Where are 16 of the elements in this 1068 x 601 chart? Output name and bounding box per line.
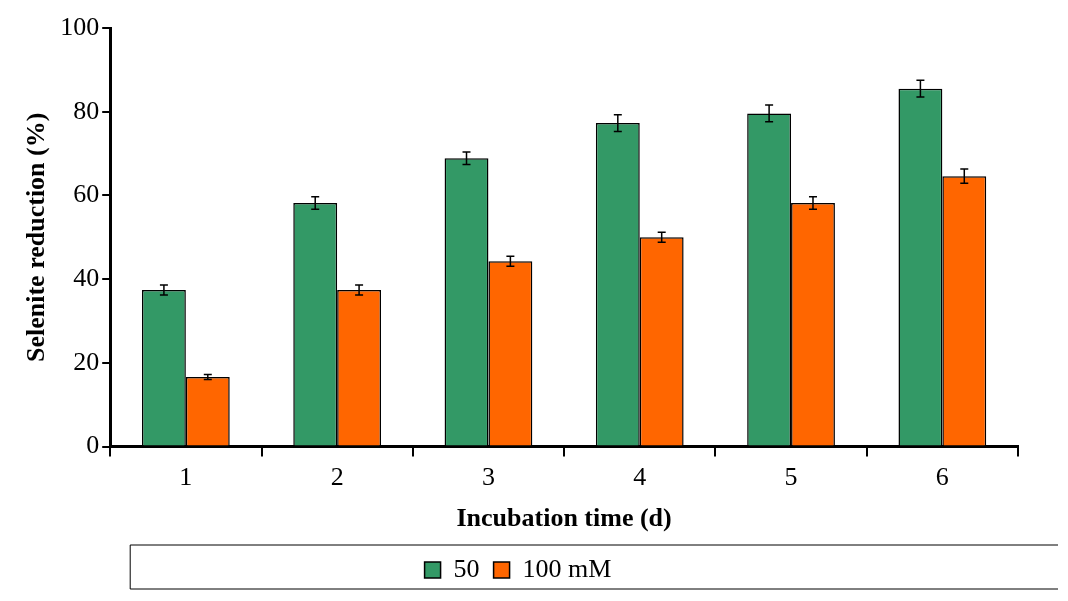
x-tick-label: 4 [633, 462, 647, 492]
y-tick-label: 100 [60, 11, 100, 41]
x-axis-title: Incubation time (d) [456, 503, 672, 533]
y-axis-title: Selenite reduction (%) [21, 112, 51, 362]
x-tick-label: 1 [179, 462, 193, 492]
x-tick-label: 6 [935, 462, 949, 492]
x-tick-label: 3 [481, 462, 495, 492]
y-tick-label: 60 [73, 179, 100, 209]
x-tick-label: 5 [784, 462, 798, 492]
y-tick-label: 20 [73, 346, 100, 376]
y-tick-label: 80 [73, 95, 100, 125]
y-tick-label: 40 [73, 262, 100, 292]
y-tick-label: 0 [86, 430, 100, 460]
legend-label: 50 [453, 553, 480, 583]
x-tick-label: 2 [330, 462, 344, 492]
legend-label: 100 mM [522, 553, 612, 583]
